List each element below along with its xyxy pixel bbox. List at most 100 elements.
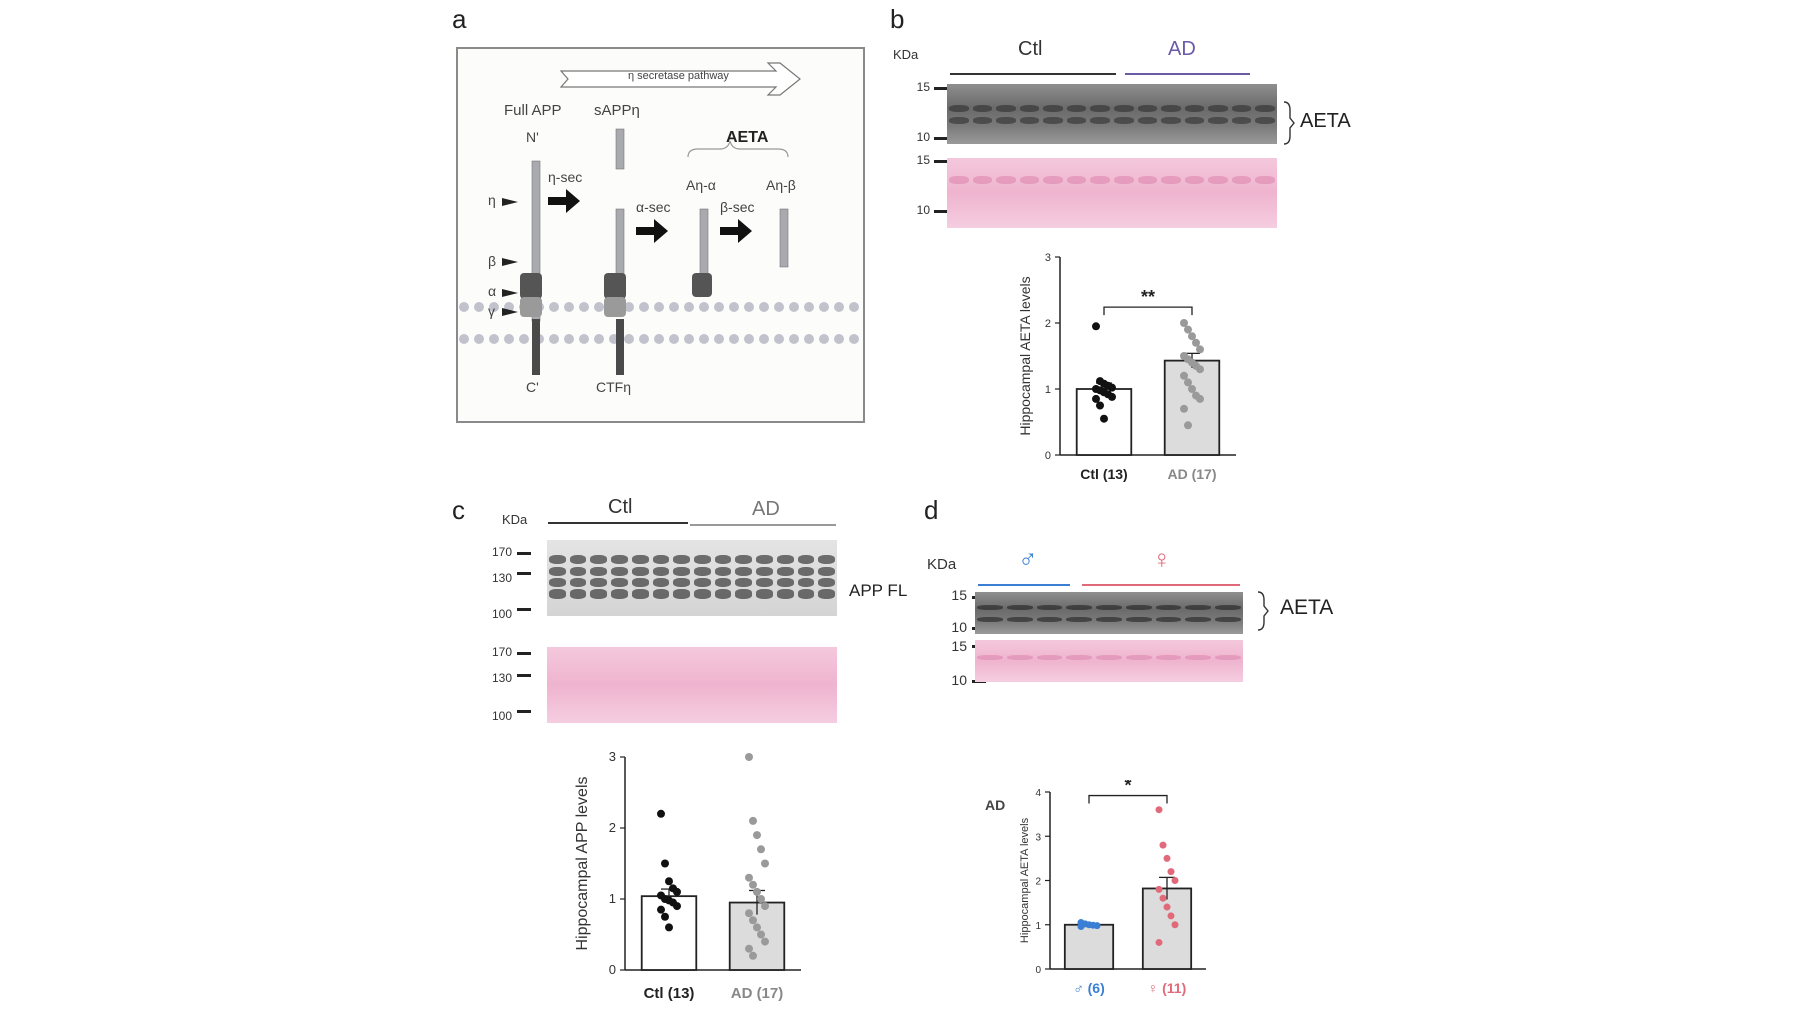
data-point — [665, 877, 673, 886]
b-mw-tick — [934, 137, 948, 140]
blot-band — [1208, 117, 1228, 125]
blot-band — [694, 578, 711, 588]
c-mw-tick — [517, 608, 531, 611]
blot-band — [996, 105, 1016, 113]
c-app-fl-label: APP FL — [849, 581, 908, 600]
blot-band — [1208, 175, 1228, 184]
pathway-label: η secretase pathway — [628, 70, 729, 82]
lipid-head — [474, 302, 484, 312]
lipid-head — [459, 302, 469, 312]
data-point — [1155, 806, 1163, 814]
data-point — [1180, 404, 1188, 413]
c-ponceau-tick — [517, 710, 531, 713]
blot-band — [977, 654, 1003, 660]
aeta-group-label: AETA — [726, 129, 769, 146]
blot-band — [1155, 617, 1182, 623]
blot-band — [549, 566, 566, 576]
data-point — [749, 880, 757, 889]
blot-band — [714, 566, 732, 576]
c-ctl-label: Ctl — [608, 496, 633, 518]
blot-band — [1161, 117, 1181, 125]
chart-c-bar-plot: 0 1 2 3 Hippocampal APP levels Ctl (13) AD (17… — [574, 749, 801, 1002]
y-axis-label: Hippocampal AETA levels — [1019, 817, 1031, 943]
blot-band — [590, 589, 608, 599]
blot-band — [631, 589, 649, 599]
d-aeta-label: AETA — [1280, 596, 1334, 619]
blot-band — [1019, 117, 1040, 125]
aeta-brace — [687, 140, 789, 158]
y-axis-label: Hippocampal AETA levels — [1017, 276, 1033, 435]
blot-band — [652, 578, 670, 588]
data-point — [1092, 394, 1100, 403]
blot-band — [972, 175, 993, 184]
data-point — [657, 905, 665, 914]
aeta-alpha-label: Aη-α — [686, 177, 716, 193]
c-mw-100: 100 — [491, 607, 512, 621]
blot-band — [694, 566, 711, 576]
lipid-head — [714, 334, 724, 344]
lipid-head — [519, 334, 529, 344]
d-ponceau-mw-10: 10 — [951, 672, 967, 688]
blot-band — [611, 566, 628, 576]
blot-band — [1043, 175, 1063, 184]
b-mw-tick — [934, 87, 948, 90]
b-ponceau-tick — [934, 210, 948, 213]
significance-bracket — [1088, 794, 1168, 804]
b-ctl-label: Ctl — [1018, 38, 1043, 60]
beta-sec-arrow — [720, 219, 752, 243]
data-point — [745, 909, 753, 918]
y-tick-label: 2 — [1045, 318, 1051, 330]
lipid-head — [729, 334, 739, 344]
data-point — [1093, 922, 1101, 930]
blot-band — [569, 566, 587, 576]
blot-band — [1184, 175, 1205, 184]
blot-band — [1255, 105, 1275, 113]
blot-band — [714, 555, 732, 565]
c-app-western-blot — [547, 540, 837, 616]
data-point — [1108, 392, 1116, 401]
data-point — [1171, 877, 1179, 884]
blot-band — [776, 578, 794, 588]
x-tick-label: Ctl (13) — [1080, 466, 1127, 482]
c-ponceau-mw-170: 170 — [491, 645, 512, 659]
y-tick-label: 3 — [1035, 832, 1041, 843]
b-aeta-label: AETA — [1300, 110, 1351, 132]
blot-band — [818, 589, 835, 599]
lipid-head — [699, 302, 709, 312]
blot-band — [949, 105, 969, 113]
blot-band — [1066, 654, 1093, 660]
b-kda-label: KDa — [893, 47, 919, 62]
c-ctl-line — [548, 522, 688, 524]
c-ponceau-stain — [547, 647, 837, 723]
lipid-head — [489, 302, 499, 312]
data-point — [1196, 365, 1204, 374]
lipid-head — [504, 334, 514, 344]
data-point — [1196, 394, 1204, 403]
blot-band — [1066, 175, 1087, 184]
blot-band — [1231, 105, 1252, 113]
lipid-head — [789, 302, 799, 312]
data-point — [1180, 319, 1188, 327]
lipid-head — [789, 334, 799, 344]
blot-band — [1090, 117, 1110, 125]
lipid-head — [669, 302, 679, 312]
lipid-head — [729, 302, 739, 312]
data-point — [745, 753, 753, 761]
chart-b-bar-plot: 0 1 2 3 Hippocampal AETA levels Ctl (13) AD (1… — [1017, 252, 1236, 482]
blot-band — [611, 578, 628, 588]
lipid-head — [624, 302, 634, 312]
alpha-sec-label: α-sec — [636, 199, 671, 215]
blot-band — [631, 578, 649, 588]
blot-band — [949, 175, 969, 184]
blot-band — [1185, 654, 1212, 660]
d-inset-ad-label: AD — [985, 797, 1006, 813]
blot-band — [797, 555, 815, 565]
c-mw-tick — [517, 572, 531, 575]
b-ctl-line — [950, 73, 1116, 75]
blot-band — [1125, 617, 1152, 623]
x-tick-label: ♂ (6) — [1073, 980, 1105, 996]
blot-band — [818, 578, 835, 588]
blot-band — [776, 589, 794, 599]
lipid-head — [624, 334, 634, 344]
y-tick-label: 4 — [1035, 788, 1041, 799]
